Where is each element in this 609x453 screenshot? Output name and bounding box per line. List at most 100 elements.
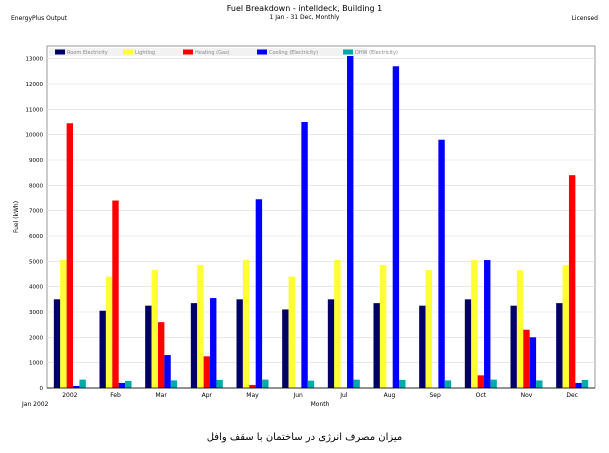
bar-lighting xyxy=(516,270,524,388)
bar-room-electricity xyxy=(327,299,335,388)
bar-dhw-electricity xyxy=(216,379,223,388)
bar-cooling-electricity xyxy=(347,54,354,388)
bar-heating-gas xyxy=(249,384,256,388)
bar-dhw-electricity xyxy=(79,379,86,388)
bar-lighting xyxy=(288,276,295,388)
bar-cooling-electricity xyxy=(484,260,491,388)
bar-lighting xyxy=(242,260,250,388)
axes: 0 1000 2000 3000 4000 5000 6000 7000 8000 9000 100… xyxy=(26,57,595,399)
bar-room-electricity xyxy=(419,305,426,388)
bar-cooling-electricity xyxy=(575,382,582,388)
output-source-label: EnergyPlus Output xyxy=(11,15,67,22)
x-tick-label: Nov xyxy=(521,392,533,399)
y-tick-label: 8000 xyxy=(29,183,43,189)
x-tick-label: Apr xyxy=(202,392,213,399)
x-tick-label: Dec xyxy=(566,392,578,399)
y-axis-label: Fuel (kWh) xyxy=(13,201,20,233)
x-tick-label: 2002 xyxy=(62,392,77,399)
x-tick-label: Mar xyxy=(156,392,168,399)
bar-lighting xyxy=(151,270,158,388)
bar-dhw-electricity xyxy=(444,380,452,388)
bar-dhw-electricity xyxy=(399,379,406,388)
grid-lines xyxy=(47,58,595,363)
x-tick-label: Jul xyxy=(339,392,348,399)
bar-heating-gas xyxy=(203,356,211,388)
legend-label: Room Electricity xyxy=(67,50,108,56)
legend: Room Electricity Lighting Heating (Gas) Coo… xyxy=(49,48,398,56)
bar-heating-gas xyxy=(523,329,530,388)
x-tick-label: May xyxy=(246,392,259,399)
y-tick-label: 13000 xyxy=(26,57,44,63)
bar-dhw-electricity xyxy=(170,380,178,388)
bar-cooling-electricity xyxy=(118,382,126,388)
x-tick-label: Aug xyxy=(384,392,396,399)
bar-lighting xyxy=(197,265,204,388)
bar-room-electricity xyxy=(510,305,517,388)
legend-swatch xyxy=(183,49,193,55)
y-tick-label: 3000 xyxy=(29,310,43,316)
bar-room-electricity xyxy=(53,299,61,388)
bars xyxy=(53,54,589,389)
bar-lighting xyxy=(562,265,569,388)
bar-room-electricity xyxy=(282,309,289,388)
bar-dhw-electricity xyxy=(536,380,543,388)
legend-label: Cooling (Electricity) xyxy=(269,50,318,56)
license-label: Licensed xyxy=(571,15,598,22)
bar-cooling-electricity xyxy=(164,355,171,388)
bar-room-electricity xyxy=(236,299,243,388)
bar-cooling-electricity xyxy=(210,298,217,388)
legend-swatch xyxy=(343,49,353,55)
bar-heating-gas xyxy=(477,375,485,388)
legend-swatch xyxy=(55,49,65,55)
x-tick-label: Feb xyxy=(110,392,121,399)
y-tick-label: 0 xyxy=(40,386,44,392)
bar-room-electricity xyxy=(464,299,472,388)
x-tick-label: Sep xyxy=(430,392,442,399)
legend-box xyxy=(49,48,367,56)
bar-cooling-electricity xyxy=(438,139,445,388)
x-axis-label: Month xyxy=(311,401,330,408)
y-tick-label: 2000 xyxy=(29,335,43,341)
x-tick-label: Oct xyxy=(476,392,487,399)
bar-dhw-electricity xyxy=(353,379,360,388)
x-start-label: Jan 2002 xyxy=(21,401,49,408)
bar-room-electricity xyxy=(556,303,563,388)
bar-room-electricity xyxy=(373,303,380,388)
bar-room-electricity xyxy=(190,303,198,388)
bar-heating-gas xyxy=(568,175,576,388)
bar-cooling-electricity xyxy=(392,66,400,389)
bar-lighting xyxy=(334,260,341,388)
bar-dhw-electricity xyxy=(262,379,269,388)
bar-lighting xyxy=(60,260,67,388)
y-tick-label: 9000 xyxy=(29,158,43,164)
bar-lighting xyxy=(105,276,113,388)
bar-lighting xyxy=(471,260,478,388)
y-tick-label: 1000 xyxy=(29,361,43,367)
y-tick-label: 11000 xyxy=(26,107,44,113)
legend-label: Heating (Gas) xyxy=(195,50,230,56)
bar-cooling-electricity xyxy=(255,199,263,388)
bar-cooling-electricity xyxy=(529,337,537,388)
bar-dhw-electricity xyxy=(307,380,315,388)
x-tick-label: Jun xyxy=(292,392,303,399)
y-tick-label: 10000 xyxy=(26,133,44,139)
y-tick-label: 6000 xyxy=(29,234,43,240)
legend-label: Lighting xyxy=(135,50,155,56)
y-tick-label: 7000 xyxy=(29,209,43,215)
bar-dhw-electricity xyxy=(490,379,497,388)
bar-dhw-electricity xyxy=(581,379,589,388)
bar-heating-gas xyxy=(66,123,74,389)
figure-caption: میزان مصرف انرژی در ساختمان با سقف وافل xyxy=(206,432,403,443)
bar-lighting xyxy=(379,265,387,388)
bar-cooling-electricity xyxy=(301,122,308,388)
bar-dhw-electricity xyxy=(125,380,132,388)
y-tick-label: 4000 xyxy=(29,285,43,291)
chart-title: Fuel Breakdown - intelldeck, Building 1 xyxy=(226,4,383,13)
bar-lighting xyxy=(425,270,432,388)
plot-area-border xyxy=(46,45,596,389)
bar-heating-gas xyxy=(112,200,119,388)
legend-swatch xyxy=(123,49,133,55)
chart-subtitle: 1 Jan - 31 Dec, Monthly xyxy=(269,14,340,21)
legend-label: DHW (Electricity) xyxy=(355,50,398,56)
